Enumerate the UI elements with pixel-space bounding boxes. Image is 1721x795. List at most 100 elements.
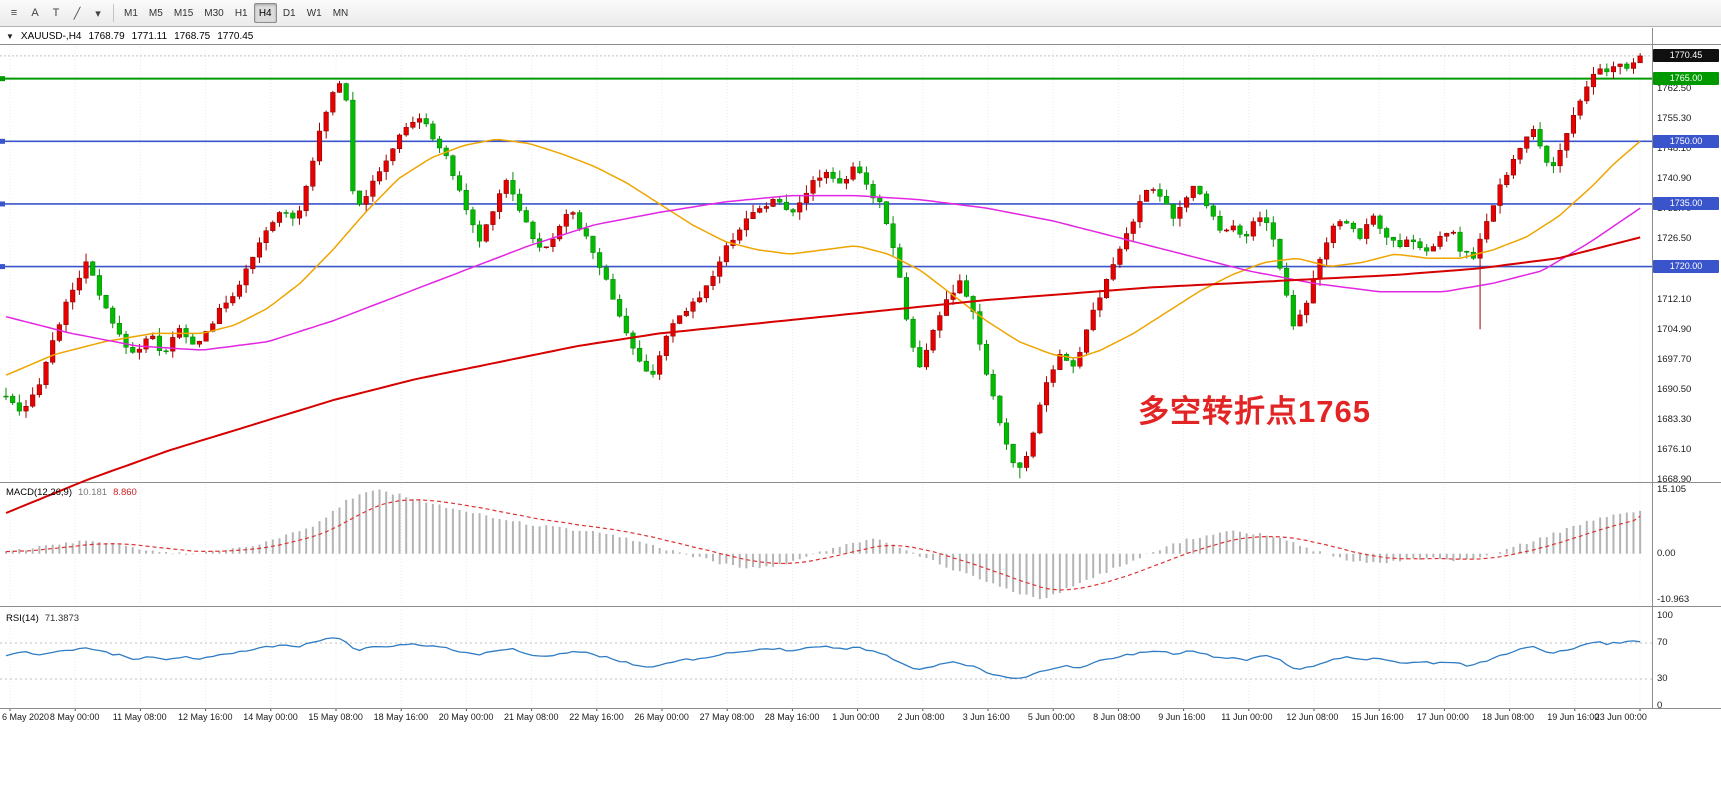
ohlc-open: 1768.79 bbox=[88, 30, 125, 42]
macd-main-value: 10.181 bbox=[78, 487, 108, 498]
candle-body bbox=[797, 202, 803, 213]
candle-body bbox=[1210, 205, 1216, 217]
candle-body bbox=[430, 123, 436, 140]
timeframe-d1-button[interactable]: D1 bbox=[282, 7, 296, 19]
symbol-label: XAUUSD-,H4 bbox=[20, 30, 82, 42]
candle-body bbox=[1384, 228, 1390, 238]
candle-body bbox=[503, 180, 509, 194]
candle-body bbox=[703, 285, 709, 299]
timeframe-h1-button[interactable]: H1 bbox=[234, 7, 248, 19]
candle-body bbox=[376, 171, 383, 182]
candle-body bbox=[763, 206, 769, 209]
price-tick-label: 1755.30 bbox=[1657, 113, 1692, 125]
candle-body bbox=[1083, 329, 1090, 353]
time-axis-label: 19 Jun 16:00 bbox=[1547, 712, 1600, 722]
toolbar-left-tools: ≡ A T ╱ ▾ bbox=[4, 3, 108, 23]
time-axis-label: 21 May 08:00 bbox=[504, 712, 559, 722]
candle-body bbox=[70, 289, 76, 303]
timeframe-m1-button[interactable]: M1 bbox=[124, 7, 138, 19]
candle-body bbox=[283, 212, 289, 214]
candle-body bbox=[770, 199, 776, 207]
chart-list-icon[interactable]: ≡ bbox=[10, 7, 18, 19]
price-tick-label: 1676.10 bbox=[1657, 443, 1692, 455]
candle-body bbox=[983, 343, 990, 375]
rsi-value: 71.3873 bbox=[44, 613, 80, 624]
candle-body bbox=[1077, 352, 1083, 367]
candle-body bbox=[450, 155, 456, 176]
candle-body bbox=[83, 261, 89, 279]
candle-body bbox=[670, 323, 676, 337]
candle-body bbox=[717, 261, 723, 277]
line-tool-icon[interactable]: ╱ bbox=[73, 7, 81, 20]
candle-body bbox=[870, 184, 876, 199]
candle-body bbox=[597, 252, 603, 268]
candle-body bbox=[497, 193, 503, 212]
candle-body bbox=[1617, 63, 1623, 67]
candle-body bbox=[316, 130, 323, 162]
price-tick-label: 1683.30 bbox=[1657, 413, 1692, 425]
candle-body bbox=[543, 246, 549, 248]
candle-body bbox=[723, 245, 729, 263]
candle-body bbox=[1257, 217, 1263, 222]
timeframe-h4-button[interactable]: H4 bbox=[253, 3, 277, 23]
timeframe-m5-button[interactable]: M5 bbox=[148, 7, 163, 19]
cursor-tool-icon[interactable]: A bbox=[31, 7, 39, 19]
ohlc-high: 1771.11 bbox=[131, 30, 168, 42]
text-tool-icon[interactable]: T bbox=[52, 7, 60, 19]
time-axis-label: 14 May 00:00 bbox=[243, 712, 298, 722]
candle-body bbox=[1290, 294, 1296, 327]
candle-body bbox=[1337, 221, 1343, 227]
candle-body bbox=[637, 347, 643, 362]
time-axis-label: 2 Jun 08:00 bbox=[897, 712, 945, 722]
tools-dropdown-icon[interactable]: ▾ bbox=[95, 7, 101, 20]
candle-body bbox=[1124, 233, 1130, 250]
candle-body bbox=[1504, 174, 1510, 186]
candle-body bbox=[603, 267, 609, 280]
candle-body bbox=[557, 226, 563, 240]
candle-body bbox=[490, 211, 496, 225]
candle-body bbox=[903, 277, 910, 320]
timeframe-m15-button[interactable]: M15 bbox=[173, 7, 194, 19]
candle-body bbox=[76, 277, 82, 291]
candle-body bbox=[1237, 225, 1243, 235]
candle-body bbox=[1350, 222, 1356, 229]
candle-body bbox=[1270, 222, 1276, 240]
candle-body bbox=[917, 347, 923, 368]
candle-body bbox=[370, 180, 376, 197]
time-axis-label: 8 May 00:00 bbox=[49, 712, 100, 722]
chart-annotation[interactable]: 多空转折点1765 bbox=[1138, 394, 1371, 429]
timeframe-mn-button[interactable]: MN bbox=[332, 7, 349, 19]
candle-body bbox=[743, 218, 749, 231]
time-axis-label: 12 Jun 08:00 bbox=[1286, 712, 1339, 722]
candle-body bbox=[1070, 360, 1076, 367]
candle-body bbox=[1637, 55, 1643, 64]
time-axis-label: 11 Jun 00:00 bbox=[1221, 712, 1273, 722]
candle-body bbox=[96, 275, 102, 296]
timeframe-m30-button[interactable]: M30 bbox=[204, 7, 224, 19]
time-axis-label: 1 Jun 00:00 bbox=[832, 712, 880, 722]
current-price-tag: 1770.45 bbox=[1653, 49, 1719, 63]
candle-body bbox=[577, 212, 583, 229]
candle-body bbox=[1284, 267, 1290, 296]
candle-body bbox=[190, 336, 196, 345]
candle-body bbox=[363, 196, 369, 205]
candle-body bbox=[1604, 68, 1610, 73]
chart-collapse-icon[interactable]: ▼ bbox=[6, 31, 14, 41]
candle-body bbox=[203, 330, 209, 342]
time-axis-label: 12 May 16:00 bbox=[178, 712, 233, 722]
time-axis-label: 22 May 16:00 bbox=[569, 712, 624, 722]
candle-body bbox=[63, 301, 69, 325]
candle-body bbox=[1370, 215, 1376, 225]
candle-body bbox=[396, 134, 403, 149]
candle-body bbox=[590, 235, 596, 253]
candle-body bbox=[196, 340, 202, 345]
candle-body bbox=[1437, 235, 1443, 247]
candle-body bbox=[757, 208, 763, 213]
candle-body bbox=[1010, 443, 1016, 464]
price-tick-label: 1690.50 bbox=[1657, 383, 1692, 395]
candle-body bbox=[1217, 216, 1223, 231]
timeframe-w1-button[interactable]: W1 bbox=[306, 7, 322, 19]
candle-body bbox=[16, 402, 22, 412]
